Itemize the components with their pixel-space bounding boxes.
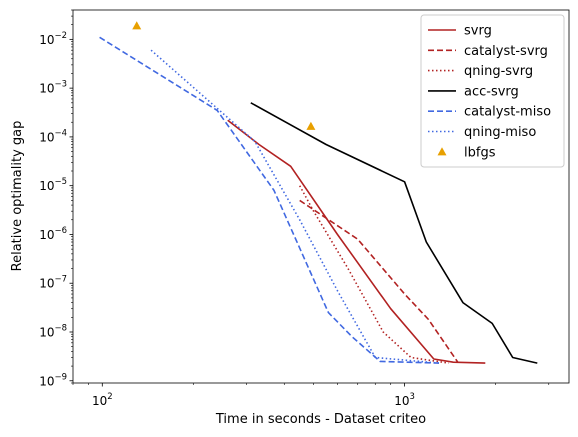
x-tick-label: 103: [394, 392, 415, 408]
legend-label-catalyst-miso: catalyst-miso: [464, 105, 551, 120]
legend-handle-lbfgs: [437, 147, 447, 156]
legend-box: [420, 14, 565, 168]
legend-label-catalyst-svrg: catalyst-svrg: [464, 44, 548, 59]
series-line-svrg: [227, 119, 486, 364]
legend-label-lbfgs: lbfgs: [464, 145, 496, 160]
y-tick-label: 10−2: [39, 31, 67, 47]
y-tick-label: 10−3: [39, 80, 67, 96]
legend: svrg catalyst-svrg qning-svrg acc-svrg catal…: [420, 14, 565, 168]
y-tick-label: 10−8: [39, 323, 67, 339]
y-tick-label: 10−9: [39, 372, 67, 388]
major-ticks: 102 103 10−9 10−8 10−7 10−6 10−5 10−4 10−3 10−2: [39, 31, 415, 408]
data-point-lbfgs: [132, 21, 142, 30]
series-line-qning-miso: [150, 49, 440, 364]
y-tick-label: 10−6: [39, 226, 67, 242]
series-line-qning-svrg: [298, 185, 449, 364]
legend-label-qning-miso: qning-miso: [464, 125, 536, 140]
y-tick-label: 10−4: [39, 128, 67, 144]
series-line-acc-svrg: [250, 102, 538, 364]
x-tick-label: 102: [92, 392, 113, 408]
y-axis-label: Relative optimality gap: [10, 121, 25, 272]
y-tick-label: 10−5: [39, 177, 67, 193]
y-tick-label: 10−7: [39, 275, 67, 291]
series-layer: [99, 21, 538, 364]
data-point-lbfgs: [306, 121, 316, 130]
series-line-catalyst-miso: [99, 36, 440, 364]
legend-label-svrg: svrg: [464, 24, 492, 39]
legend-label-acc-svrg: acc-svrg: [464, 84, 519, 99]
legend-label-qning-svrg: qning-svrg: [464, 64, 533, 79]
x-axis-label: Time in seconds - Dataset criteo: [215, 412, 426, 427]
series-line-catalyst-svrg: [299, 199, 459, 363]
plot-frame: [72, 9, 570, 384]
